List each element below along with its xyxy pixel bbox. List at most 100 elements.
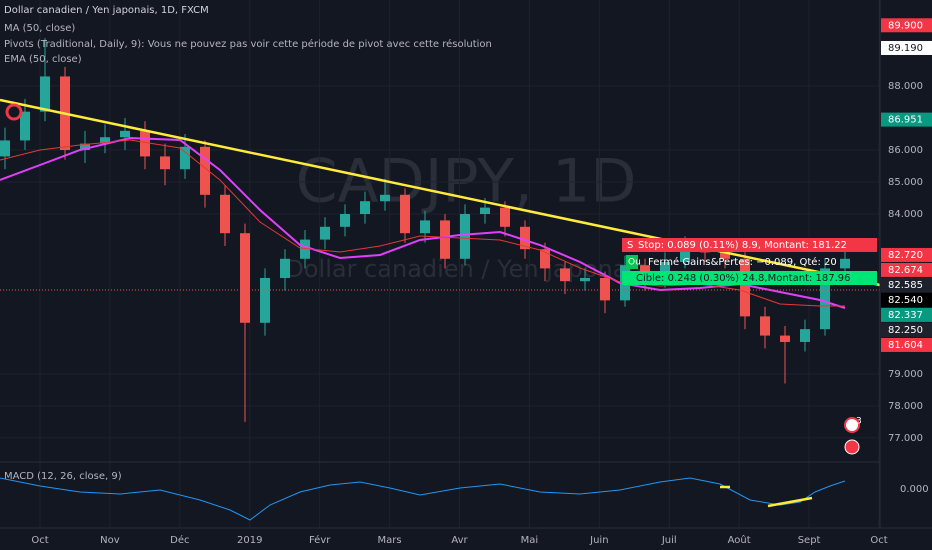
candle-body [400,194,410,234]
candle-body [120,130,130,138]
price-label: 82.674 [888,265,923,276]
price-label-bg [881,322,932,337]
candle-body [160,156,170,170]
candle-body [740,258,750,317]
x-tick-label: 2019 [237,535,262,546]
candle-body [240,233,250,323]
price-label-bg [881,262,932,277]
y-tick-label: 86.000 [888,145,923,156]
candle-body [80,143,90,151]
x-tick-label: Mars [378,535,402,546]
candle-body [440,220,450,259]
price-label-bg [881,277,932,292]
price-label: 82.250 [888,325,923,336]
candle-body [840,258,850,269]
candle-body [220,194,230,234]
candle-body [200,146,210,195]
candle-body [300,239,310,259]
price-label-bg [881,337,932,352]
x-tick-label: Juin [589,535,608,546]
price-label: 82.585 [888,280,923,291]
badge[interactable] [844,417,860,433]
y-tick-label: 78.000 [888,401,923,412]
stop-box[interactable] [622,238,877,252]
x-tick-label: Mai [521,535,539,546]
price-label-bg [881,112,932,127]
x-tick-label: Août [728,534,751,546]
indicator: EMA (50, close) [4,54,82,65]
closed-box[interactable] [626,255,638,269]
price-label: 89.900 [888,20,923,31]
candle-body [480,207,490,215]
candle-body [100,137,110,144]
marker [5,103,23,121]
candle-body [760,316,770,336]
candle-body [460,214,470,259]
candle-body [500,207,510,227]
price-label-bg [881,307,932,322]
candle-body [340,214,350,227]
closed-text: Fermé Gains&Pertes: −0.089, Qté: 20 [648,256,837,268]
candle-body [280,258,290,278]
price-label-bg [881,40,932,55]
candle-body [720,252,730,259]
x-tick-label: Févr [309,534,331,546]
candle-body [40,76,50,112]
candle-body [780,335,790,342]
indicator: Pivots (Traditional, Daily, 9): Vous ne … [4,38,492,50]
x-tick-label: Oct [31,535,48,546]
candle-body [260,277,270,323]
indicator: MA (50, close) [4,23,75,34]
candle-body [20,111,30,141]
candle-body [180,146,190,170]
x-tick-label: Juil [661,535,677,546]
y-tick-label: 85.000 [888,177,923,188]
target-box[interactable] [622,271,877,285]
candle-body [420,220,430,234]
chart-title: Dollar canadien / Yen japonais, 1D, FXCM [4,5,209,16]
badge-2[interactable] [844,439,860,455]
y-tick-label: 84.000 [888,209,923,220]
price-label: 82.720 [888,250,923,261]
macd-line [0,477,846,521]
price-label: 81.604 [888,340,923,351]
candle-body [380,194,390,202]
x-tick-label: Avr [451,535,468,546]
y-tick-label: 88.000 [888,81,923,92]
price-label: 82.540 [888,295,923,306]
target-text: Cible: 0.248 (0.30%) 24.8,Montant: 187.9… [636,273,851,284]
macd-title: MACD (12, 26, close, 9) [4,471,122,482]
candle-body [140,130,150,157]
closed-tag: Ou [628,258,641,268]
candle-body [360,201,370,215]
candle-body [800,329,810,342]
ema-line [0,139,845,307]
candle-body [320,226,330,240]
y-tick-label: 77.000 [888,433,923,444]
x-tick-label: Sept [798,535,821,546]
candle-body [520,226,530,250]
candle-body [580,277,590,282]
price-label: 82.337 [888,310,923,321]
trend-line [0,98,881,287]
candle-body [0,140,10,157]
candle-body [560,268,570,282]
price-label-bg [881,18,932,33]
x-tick-label: Oct [870,535,887,546]
price-label: 86.951 [888,115,923,126]
x-tick-label: Déc [170,534,189,546]
macd-tick-label: 0.000 [900,484,929,495]
candle-body [820,268,830,330]
macd-drawing [767,496,813,508]
x-tick-label: Nov [100,535,120,546]
price-label-bg [881,247,932,262]
stop-text: Stop: 0.089 (0.11%) 8.9, Montant: 181.22 [638,240,847,251]
badge-count: 3 [856,417,862,427]
candle-body [540,249,550,269]
y-tick-label: 79.000 [888,369,923,380]
price-label-bg [881,292,932,307]
price-label: 89.190 [888,43,923,54]
candle-body [680,245,690,262]
stop-tag: S [627,240,633,251]
